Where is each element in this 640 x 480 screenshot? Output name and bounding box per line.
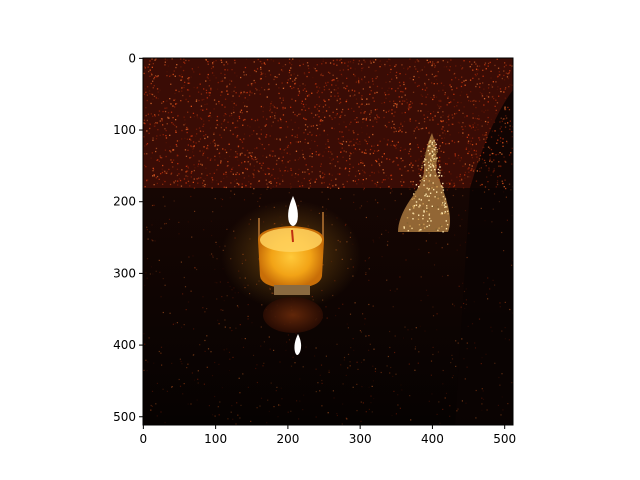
axes-frame xyxy=(142,57,514,426)
candle-reflection xyxy=(263,297,323,333)
flame-reflection xyxy=(294,334,302,355)
x-tick-label: 0 xyxy=(140,432,148,446)
y-tick-label: 400 xyxy=(113,338,136,352)
x-tick-label: 200 xyxy=(276,432,299,446)
candle-flame xyxy=(288,196,298,226)
x-tick-label: 300 xyxy=(349,432,372,446)
x-tick-label: 500 xyxy=(493,432,516,446)
background-wall xyxy=(143,58,513,188)
render-noise xyxy=(143,58,513,425)
y-axis-ticks: 0 100 200 300 400 500 xyxy=(113,51,143,424)
y-tick-label: 100 xyxy=(113,123,136,137)
x-axis-ticks: 0 100 200 300 400 500 xyxy=(140,425,516,446)
y-tick-label: 0 xyxy=(128,51,136,65)
candle-base xyxy=(274,285,310,295)
x-tick-label: 100 xyxy=(204,432,227,446)
bell-sparkle xyxy=(403,140,449,233)
y-tick-label: 300 xyxy=(113,266,136,280)
y-tick-label: 200 xyxy=(113,195,136,209)
right-shadow xyxy=(455,90,513,425)
x-tick-label: 400 xyxy=(421,432,444,446)
rendered-image xyxy=(143,58,513,425)
candle-wick xyxy=(291,229,294,243)
y-tick-label: 500 xyxy=(113,410,136,424)
candle-top xyxy=(260,228,322,252)
